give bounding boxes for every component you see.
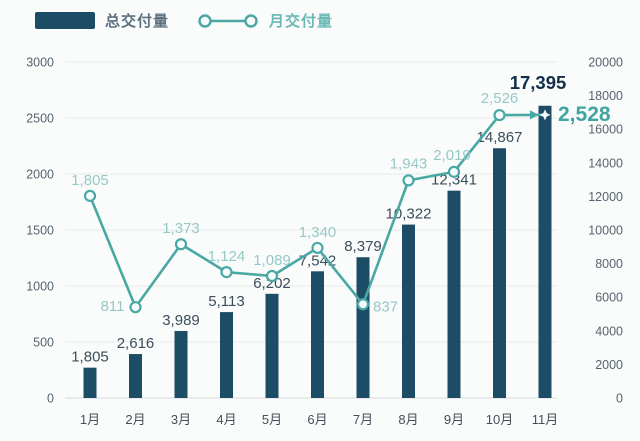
bar — [493, 148, 506, 398]
x-tick-label: 11月 — [532, 412, 559, 427]
line-point-marker — [447, 165, 461, 178]
left-axis-tick-label: 500 — [33, 336, 54, 350]
bar-value-label: 3,989 — [162, 312, 200, 329]
x-tick-label: 10月 — [486, 412, 513, 427]
line-point-marker — [265, 269, 279, 283]
line-point-marker — [493, 108, 506, 122]
bar — [265, 293, 279, 398]
bar-value-label: 1,805 — [71, 349, 109, 366]
x-tick-label: 6月 — [307, 412, 327, 427]
line-value-label: 811 — [101, 298, 125, 315]
line-value-label: 1,373 — [162, 220, 200, 237]
line-value-label: 837 — [373, 298, 398, 315]
right-axis-tick-label: 8000 — [595, 257, 623, 271]
bar — [129, 354, 142, 398]
line-value-label: 1,124 — [208, 248, 246, 265]
line-swatch-icon — [198, 13, 258, 28]
final-arrow-icon — [530, 110, 539, 120]
line-point-marker — [174, 238, 188, 251]
left-axis-tick-label: 1000 — [26, 280, 54, 294]
line-value-label: 2,019 — [433, 147, 471, 164]
left-axis-tick-label: 1500 — [26, 224, 54, 238]
x-tick-label: 2月 — [125, 412, 145, 427]
line-value-label: 2,526 — [481, 90, 519, 107]
bar-value-label: 14,867 — [477, 129, 523, 146]
final-point-marker — [539, 109, 551, 121]
left-axis-tick-label: 2500 — [26, 112, 54, 126]
right-axis-tick-label: 0 — [616, 392, 623, 406]
bar — [83, 367, 97, 398]
bar — [356, 257, 370, 398]
line-value-label: 1,089 — [253, 252, 291, 269]
right-axis-tick-label: 10000 — [588, 224, 623, 238]
legend-item-monthly[interactable]: 月交付量 — [197, 10, 333, 31]
bar-value-label: 7,542 — [299, 252, 337, 269]
chart-legend: 总交付量 月交付量 — [35, 10, 333, 31]
left-axis-tick-label: 0 — [47, 392, 54, 406]
right-axis-tick-label: 18000 — [588, 89, 623, 103]
right-axis-tick-label: 16000 — [588, 123, 623, 137]
right-axis-tick-label: 20000 — [588, 56, 623, 70]
legend-item-total[interactable]: 总交付量 — [35, 10, 169, 31]
bar — [174, 330, 188, 398]
bar-value-label: 10,322 — [386, 206, 432, 223]
bar-value-label: 5,113 — [208, 293, 244, 310]
left-axis-tick-label: 2000 — [26, 168, 54, 182]
bar — [220, 312, 233, 398]
bar-value-label: 2,616 — [117, 335, 155, 352]
line-point-marker — [83, 189, 97, 202]
x-tick-label: 3月 — [171, 412, 191, 427]
x-tick-label: 7月 — [353, 412, 373, 427]
line-point-marker — [220, 266, 233, 279]
x-tick-label: 8月 — [398, 412, 418, 427]
line-point-marker — [129, 301, 142, 314]
final-line-value-label: 2,528 — [558, 103, 611, 126]
left-axis-tick-label: 3000 — [26, 56, 54, 70]
bar-swatch-icon — [35, 12, 95, 29]
right-axis-tick-label: 14000 — [588, 156, 623, 170]
bar — [538, 105, 552, 398]
x-tick-label: 1月 — [80, 412, 100, 427]
right-axis-tick-label: 4000 — [595, 324, 623, 338]
bar-value-label: 6,202 — [253, 275, 291, 292]
bar — [402, 224, 415, 398]
bar — [311, 271, 324, 398]
x-tick-label: 5月 — [262, 412, 282, 427]
line-point-marker — [402, 174, 415, 187]
legend-label-total: 总交付量 — [105, 13, 170, 30]
bar — [447, 190, 461, 398]
bar-value-label: 12,341 — [431, 172, 477, 189]
x-tick-label: 9月 — [444, 412, 464, 427]
line-value-label: 1,340 — [299, 224, 337, 241]
line-value-label: 1,805 — [71, 172, 109, 189]
x-tick-label: 4月 — [216, 412, 236, 427]
legend-label-monthly: 月交付量 — [269, 13, 334, 30]
bar-value-label: 8,379 — [344, 238, 382, 255]
line-point-marker — [356, 298, 370, 311]
right-axis-tick-label: 6000 — [595, 291, 623, 305]
final-bar-value-label: 17,395 — [510, 72, 567, 93]
right-axis-tick-label: 2000 — [595, 358, 623, 372]
line-point-marker — [311, 241, 324, 255]
line-value-label: 1,943 — [390, 155, 428, 172]
right-axis-tick-label: 12000 — [588, 190, 623, 204]
